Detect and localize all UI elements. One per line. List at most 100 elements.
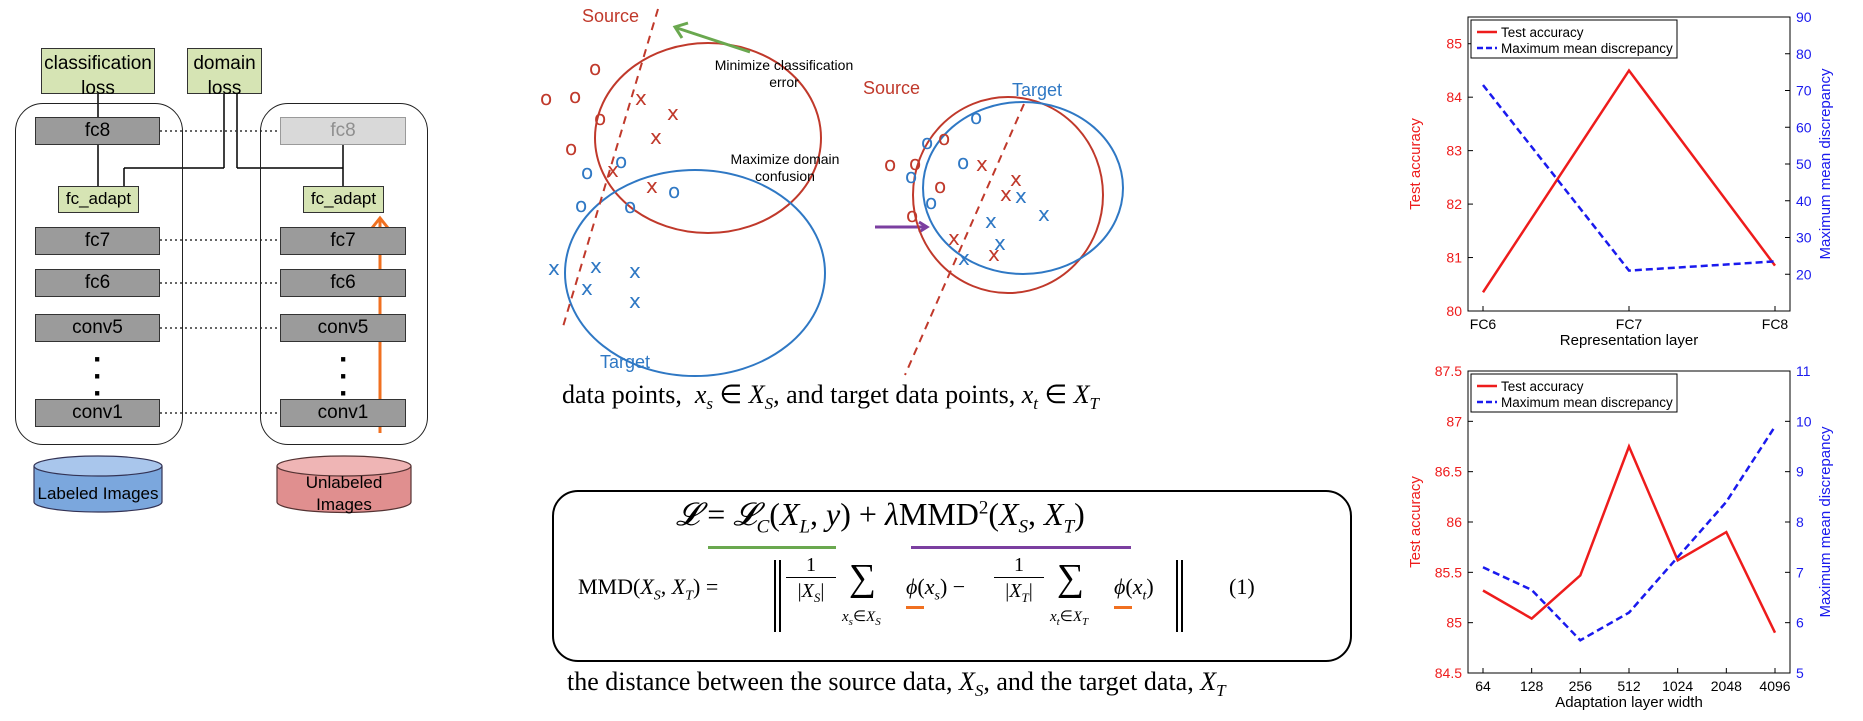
maximize-line-1: Maximize domain xyxy=(730,151,840,167)
y-tick-label: 84.5 xyxy=(1435,665,1462,681)
classification-underline xyxy=(708,546,836,549)
y-right-tick-label: 10 xyxy=(1796,413,1812,429)
domain-loss-label-2: loss xyxy=(207,78,242,99)
x-tick-label: FC8 xyxy=(1762,316,1789,332)
target-x-marker: x xyxy=(958,246,970,270)
target-label-right: Target xyxy=(1012,80,1063,100)
source-x-marker: x xyxy=(1000,182,1012,206)
y-tick-label: 87 xyxy=(1446,413,1462,429)
x-tick-label: 2048 xyxy=(1711,678,1742,694)
fraction-denominator: |XT| xyxy=(994,577,1044,606)
y-right-tick-label: 60 xyxy=(1796,119,1812,135)
y-right-tick-label: 30 xyxy=(1796,230,1812,246)
fraction-1: 1 |XS| xyxy=(786,554,836,606)
test-accuracy-line xyxy=(1481,68,1777,293)
phi-xs: ϕ(xs) − xyxy=(906,574,966,604)
target-fc-adapt: fc_adapt xyxy=(303,186,384,213)
y-right-tick-label: 11 xyxy=(1796,366,1811,379)
labeled-images-label: Labeled Images xyxy=(37,484,159,503)
y-right-tick-label: 5 xyxy=(1796,665,1804,681)
y-right-tick-label: 40 xyxy=(1796,193,1812,209)
source-o-marker: o xyxy=(565,136,578,160)
y-tick-label: 85.5 xyxy=(1435,564,1462,580)
domain-scatter-svg xyxy=(561,8,1124,377)
y-tick-label: 86.5 xyxy=(1435,464,1462,480)
target-fc7: fc7 xyxy=(280,227,406,255)
target-o-marker: o xyxy=(921,130,934,154)
target-o-marker: o xyxy=(575,193,588,217)
legend-label: Test accuracy xyxy=(1501,379,1584,394)
y-tick-label: 81 xyxy=(1446,250,1462,266)
chart-adaptation-width: 84.5 85 85.5 86 86.5 87 87.5 5 6 7 8 9 10 11 64 128 256 5… xyxy=(1407,366,1834,711)
source-conv5: conv5 xyxy=(35,314,160,342)
y-tick-label: 84 xyxy=(1446,89,1462,105)
source-x-marker: x xyxy=(635,86,647,110)
source-o-marker: o xyxy=(569,84,582,108)
phi-underline xyxy=(1114,606,1132,609)
architecture-connectors xyxy=(33,94,412,514)
legend-label: Maximum mean discrepancy xyxy=(1501,41,1673,56)
target-ellipsis: · · · xyxy=(339,343,349,410)
minimize-annotation: Minimize classification error xyxy=(704,57,864,91)
y-right-tick-label: 7 xyxy=(1796,564,1804,580)
source-label-right: Source xyxy=(863,78,921,98)
target-fc6: fc6 xyxy=(280,269,406,297)
mmd-underline xyxy=(911,546,1131,549)
x-tick-label: FC6 xyxy=(1470,316,1497,332)
loss-equation: 𝓛 = 𝓛C(XL, y) + λMMD2(XS, XT) xyxy=(676,496,1085,538)
target-o-marker: o xyxy=(925,190,938,214)
target-x-marker: x xyxy=(1015,184,1027,208)
norm-bar xyxy=(774,560,776,632)
y-right-tick-label: 6 xyxy=(1796,615,1804,631)
source-fc-adapt: fc_adapt xyxy=(58,186,139,213)
target-x-marker: x xyxy=(629,259,641,283)
y-right-axis-label: Maximum mean discrepancy xyxy=(1817,426,1834,617)
source-o-marker: o xyxy=(884,152,897,176)
y-tick-label: 85 xyxy=(1446,36,1462,52)
equation-box: 𝓛 = 𝓛C(XL, y) + λMMD2(XS, XT) MMD(XS, XT… xyxy=(552,490,1352,662)
classification-loss-label-2: loss xyxy=(81,78,115,99)
legend-label: Maximum mean discrepancy xyxy=(1501,395,1673,410)
source-x-marker: x xyxy=(607,158,619,182)
target-x-marker: x xyxy=(581,276,593,300)
domain-loss-box: domain loss xyxy=(187,48,262,99)
source-network xyxy=(15,103,183,445)
x-axis-label: Representation layer xyxy=(1560,332,1698,349)
source-o-marker: o xyxy=(938,126,951,150)
phi-xt: ϕ(xt) xyxy=(1114,574,1154,604)
target-o-marker: o xyxy=(905,164,918,188)
x-tick-label: 4096 xyxy=(1759,678,1790,694)
source-x-marker: x xyxy=(988,242,1000,266)
fraction-numerator: 1 xyxy=(806,554,816,576)
source-label-left: Source xyxy=(582,6,640,26)
sum-symbol-t: ∑ xyxy=(1057,557,1085,599)
source-ellipsis: · · · xyxy=(93,343,103,410)
x-axis-label: Adaptation layer width xyxy=(1555,694,1703,711)
source-fc8: fc8 xyxy=(35,117,160,145)
top-sentence: data points, xs ∈ XS, and target data po… xyxy=(562,380,1100,414)
sum-symbol-s: ∑ xyxy=(849,557,877,599)
source-o-marker: o xyxy=(909,151,922,175)
target-o-marker: o xyxy=(581,160,594,184)
source-fc6: fc6 xyxy=(35,269,160,297)
target-x-marker: x xyxy=(1038,202,1050,226)
source-fc7: fc7 xyxy=(35,227,160,255)
legend-box xyxy=(1470,19,1678,59)
y-tick-label: 80 xyxy=(1446,303,1462,319)
phi-underline xyxy=(906,606,924,609)
source-x-marker: x xyxy=(667,101,679,125)
chart-representation-layer: 80 81 82 83 84 85 20 30 40 50 60 70 80 90 FC6 FC7 FC8 Rep… xyxy=(1407,9,1834,349)
minimize-line-1: Minimize classification xyxy=(714,57,854,73)
source-x-marker: x xyxy=(650,125,662,149)
test-accuracy-line xyxy=(1482,443,1777,634)
source-x-marker: x xyxy=(646,174,658,198)
source-o-marker: o xyxy=(589,56,602,80)
sum-index-t: xt∈XT xyxy=(1050,609,1089,628)
target-fc8: fc8 xyxy=(280,117,406,145)
source-x-marker: x xyxy=(1010,167,1022,191)
classification-loss-box: classification loss xyxy=(41,48,155,99)
source-conv1: conv1 xyxy=(35,399,160,427)
maximize-annotation: Maximize domain confusion xyxy=(715,151,855,185)
y-right-tick-label: 9 xyxy=(1796,464,1804,480)
target-o-marker: o xyxy=(970,105,983,129)
